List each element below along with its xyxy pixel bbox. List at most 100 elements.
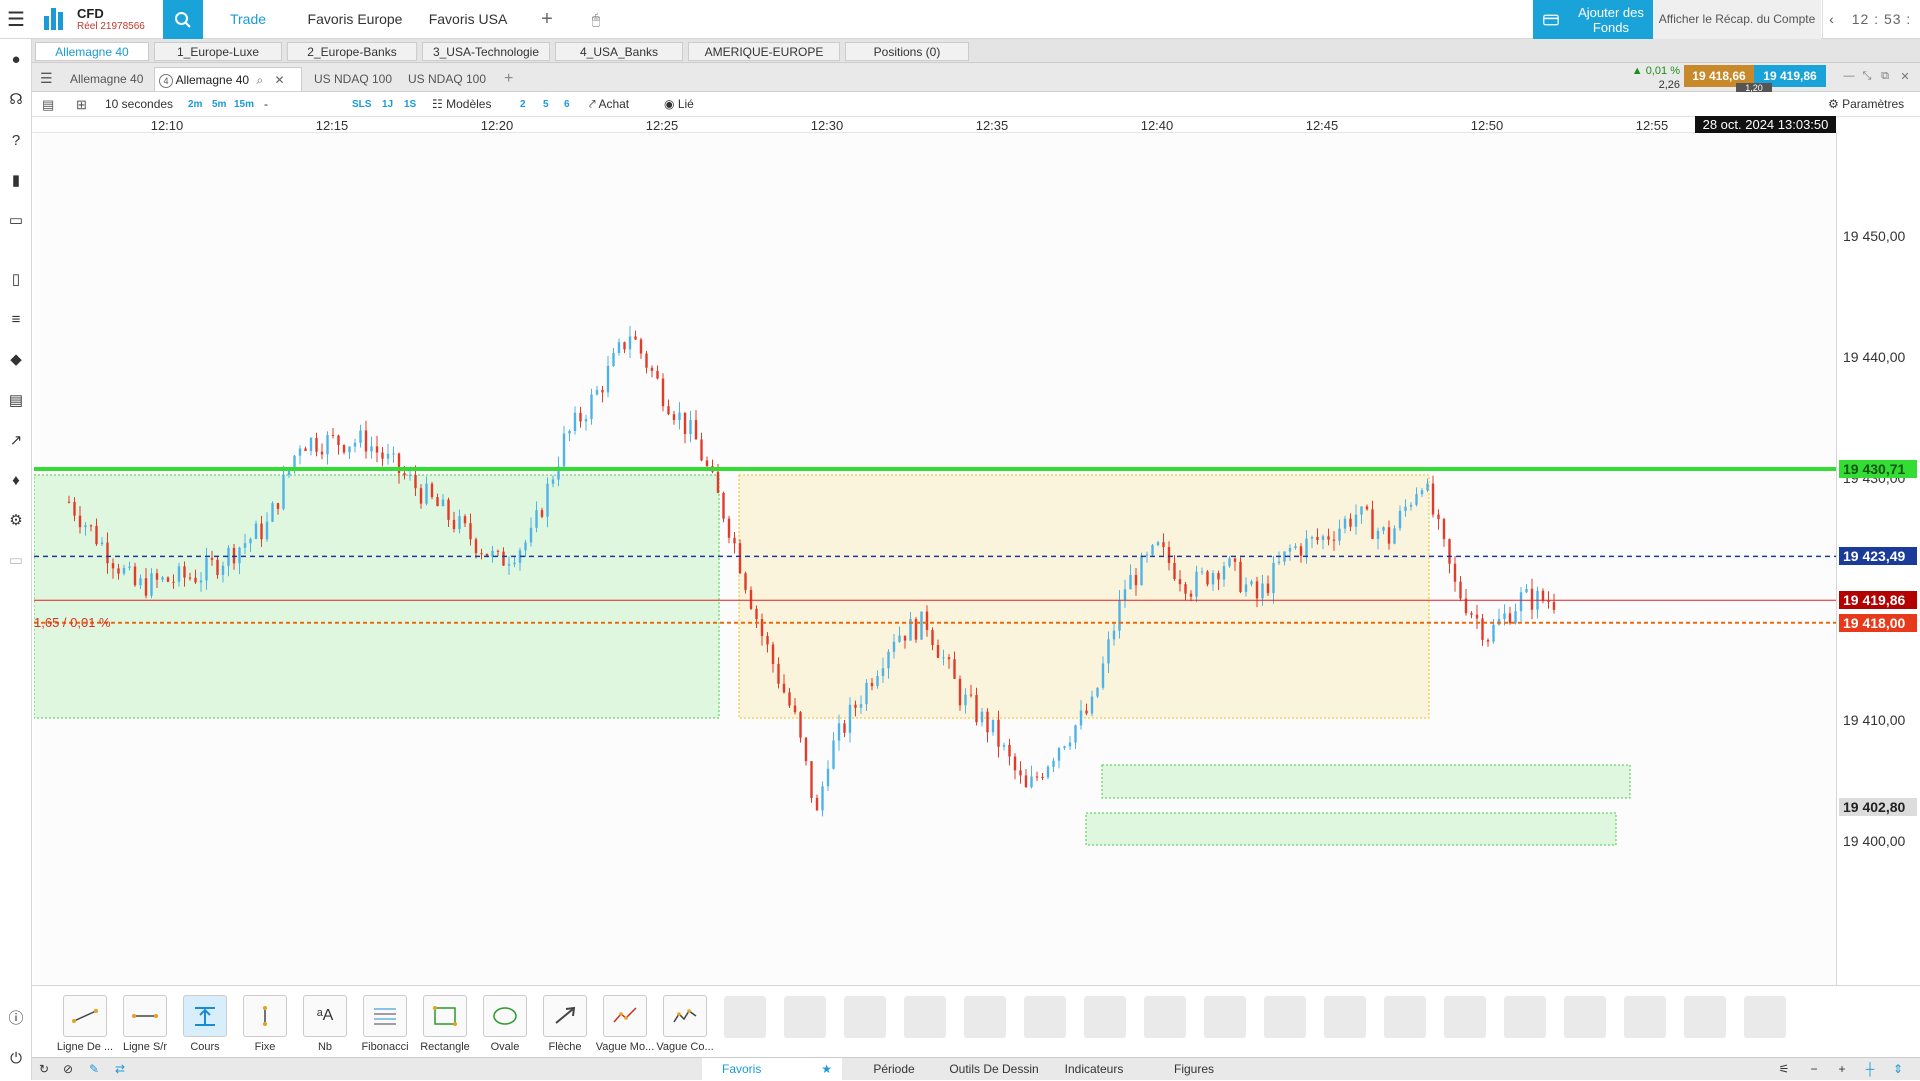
- tool-arrow[interactable]: Flèche: [535, 995, 595, 1053]
- crosshair-icon[interactable]: ┼: [1865, 1062, 1875, 1076]
- tool-fibonacci[interactable]: Fibonacci: [355, 995, 415, 1053]
- tab-figures[interactable]: Figures: [1173, 1062, 1214, 1076]
- minimize-icon[interactable]: —: [1843, 70, 1855, 82]
- list-tab-usa-banks[interactable]: 4_USA_Banks: [555, 42, 683, 61]
- chevron-left-icon[interactable]: ‹: [1822, 0, 1840, 39]
- empty-tool-slot[interactable]: [724, 996, 766, 1038]
- empty-tool-slot[interactable]: [1204, 996, 1246, 1038]
- empty-tool-slot[interactable]: [1744, 996, 1786, 1038]
- grid-layout-icon[interactable]: ⊞: [76, 97, 87, 112]
- help-icon[interactable]: ?: [11, 132, 21, 149]
- chart-tool-icon[interactable]: ↗: [9, 432, 23, 449]
- empty-tool-slot[interactable]: [1144, 996, 1186, 1038]
- interval-5m[interactable]: 5m: [212, 99, 227, 110]
- account-summary-button[interactable]: Afficher le Récap. du Compte: [1653, 0, 1821, 39]
- settings-gear-icon[interactable]: ⚙: [9, 512, 23, 529]
- list-tab-allemagne40[interactable]: Allemagne 40: [35, 42, 149, 61]
- zone-green-small-2[interactable]: [1085, 812, 1617, 846]
- view-1s[interactable]: 1S: [404, 99, 417, 110]
- tool-sr-line[interactable]: Ligne S/r: [115, 995, 175, 1053]
- zone-yellow[interactable]: [738, 474, 1430, 719]
- empty-tool-slot[interactable]: [1684, 996, 1726, 1038]
- tabs-menu-icon[interactable]: ☰: [40, 70, 53, 86]
- zoom-out-icon[interactable]: −: [1810, 1062, 1818, 1076]
- menu-icon[interactable]: ☰: [7, 9, 25, 31]
- instrument-tab-3[interactable]: US NDAQ 100: [314, 72, 393, 86]
- instrument-tab-1[interactable]: Allemagne 40: [70, 72, 144, 86]
- orders-icon[interactable]: ▯: [11, 271, 21, 288]
- add-tab-icon[interactable]: +: [541, 8, 553, 30]
- list-tab-europe-banks[interactable]: 2_Europe-Banks: [287, 42, 417, 61]
- empty-tool-slot[interactable]: [1024, 996, 1066, 1038]
- nav-favoris-europe[interactable]: Favoris Europe: [307, 11, 403, 27]
- empty-tool-slot[interactable]: [1264, 996, 1306, 1038]
- mouse-settings-icon[interactable]: 🖱: [591, 11, 601, 27]
- headset-icon[interactable]: ☊: [9, 91, 23, 108]
- tab-indicateurs[interactable]: Indicateurs: [1064, 1062, 1124, 1076]
- tool-oval[interactable]: Ovale: [475, 995, 535, 1053]
- empty-tool-slot[interactable]: [1324, 996, 1366, 1038]
- list-tab-europe-luxe[interactable]: 1_Europe-Luxe: [154, 42, 282, 61]
- fit-vertical-icon[interactable]: ⇕: [1892, 1062, 1904, 1076]
- interval-more[interactable]: -: [264, 97, 268, 111]
- interval-select[interactable]: 10 secondes: [105, 97, 174, 111]
- chart-type-icon[interactable]: ⚟: [1778, 1062, 1790, 1076]
- tool-fixed[interactable]: Fixe: [235, 995, 295, 1053]
- empty-tool-slot[interactable]: [1624, 996, 1666, 1038]
- add-funds-button[interactable]: Ajouter des Fonds: [1533, 0, 1653, 39]
- instrument-tab-4[interactable]: US NDAQ 100: [408, 72, 487, 86]
- empty-tool-slot[interactable]: [904, 996, 946, 1038]
- models-button[interactable]: ☷ Modèles: [432, 92, 491, 117]
- tool-text[interactable]: ᵃA Nb: [295, 995, 355, 1053]
- empty-tool-slot[interactable]: [1444, 996, 1486, 1038]
- cancel-icon[interactable]: ⊘: [62, 1062, 74, 1076]
- price-chart[interactable]: 1,65 / 0,01 %: [34, 133, 1836, 985]
- tool-rectangle[interactable]: Rectangle: [415, 995, 475, 1053]
- pencil-icon[interactable]: ✎: [88, 1062, 100, 1076]
- view-1j[interactable]: 1J: [382, 99, 394, 110]
- list-icon[interactable]: ≡: [11, 311, 21, 328]
- nav-trade[interactable]: Trade: [229, 11, 267, 27]
- zone-green-left[interactable]: [34, 474, 720, 719]
- user-icon[interactable]: ●: [11, 51, 21, 68]
- tool-wave-motive[interactable]: Vague Mo...: [595, 995, 655, 1053]
- empty-tool-slot[interactable]: [844, 996, 886, 1038]
- nav-favoris-usa[interactable]: Favoris USA: [428, 11, 508, 27]
- magnet-icon[interactable]: ⇄: [114, 1062, 126, 1076]
- chart-settings-button[interactable]: ⚙ Paramètres: [1828, 92, 1904, 117]
- education-icon[interactable]: ♦: [12, 472, 20, 489]
- order-mode-button[interactable]: ⤤ Achat: [589, 92, 629, 117]
- sell-price-button[interactable]: 19 418,66: [1684, 65, 1754, 87]
- stats-icon[interactable]: ▮: [11, 172, 21, 189]
- tool-trendline[interactable]: Ligne De ...: [55, 995, 115, 1053]
- refresh-icon[interactable]: ↻: [38, 1062, 50, 1076]
- linked-button[interactable]: ◉ Lié: [664, 92, 694, 117]
- layout-icon[interactable]: ▤: [42, 97, 55, 112]
- add-instrument-icon[interactable]: +: [504, 70, 514, 87]
- list-tab-positions[interactable]: Positions (0): [845, 42, 969, 61]
- interval-2m[interactable]: 2m: [188, 99, 203, 110]
- info-icon[interactable]: ⓘ: [8, 1010, 24, 1027]
- close-icon[interactable]: ✕: [1900, 71, 1910, 83]
- tag-icon[interactable]: ◆: [10, 351, 22, 368]
- zoom-in-icon[interactable]: +: [1838, 1062, 1846, 1076]
- list-tab-amerique-europe[interactable]: AMERIQUE-EUROPE: [688, 42, 840, 61]
- empty-tool-slot[interactable]: [1384, 996, 1426, 1038]
- search-icon[interactable]: ⌕: [256, 73, 264, 87]
- search-button[interactable]: [163, 0, 203, 39]
- empty-tool-slot[interactable]: [1564, 996, 1606, 1038]
- popout-icon[interactable]: ⧉: [1881, 70, 1889, 82]
- wallet-icon[interactable]: ▭: [8, 212, 24, 229]
- report-icon[interactable]: ▤: [8, 392, 24, 409]
- number-5[interactable]: 5: [543, 99, 549, 110]
- tab-outils-dessin[interactable]: Outils De Dessin: [949, 1062, 1039, 1076]
- instrument-tab-active[interactable]: 4 Allemagne 40 ⌕ ✕: [154, 67, 302, 91]
- number-6[interactable]: 6: [564, 99, 570, 110]
- empty-tool-slot[interactable]: [1084, 996, 1126, 1038]
- empty-tool-slot[interactable]: [784, 996, 826, 1038]
- view-sls[interactable]: SLS: [352, 99, 372, 110]
- shrink-icon[interactable]: ⤡: [1862, 70, 1872, 82]
- interval-15m[interactable]: 15m: [234, 99, 255, 110]
- power-icon[interactable]: ⏻: [10, 1050, 22, 1067]
- empty-tool-slot[interactable]: [964, 996, 1006, 1038]
